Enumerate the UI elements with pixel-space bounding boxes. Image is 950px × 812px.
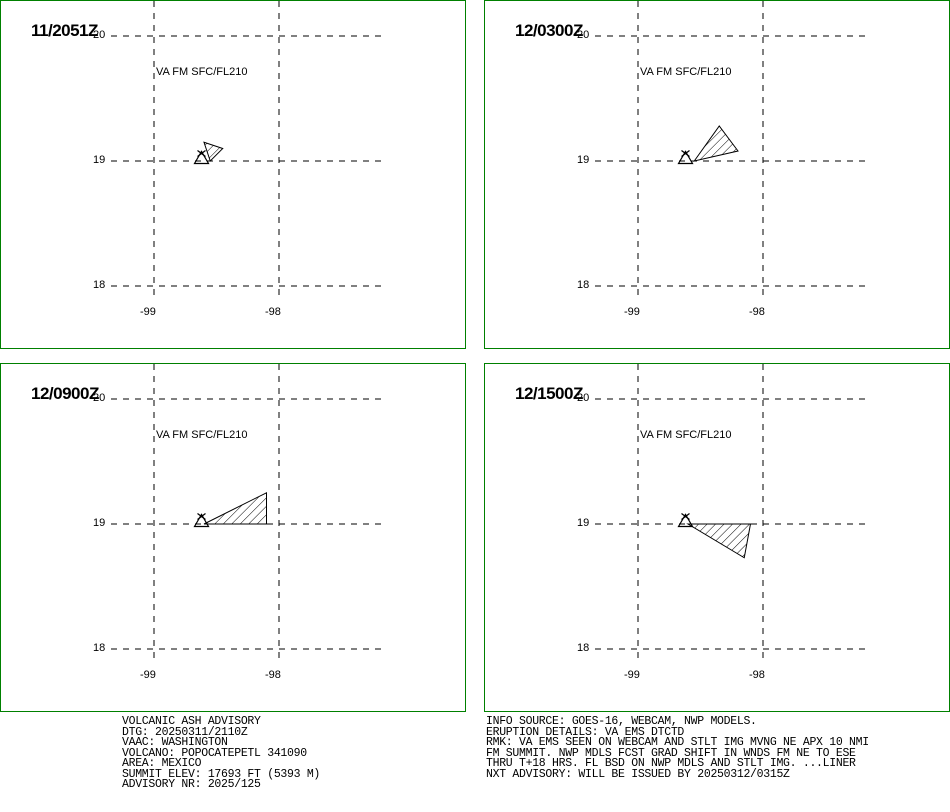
advisory-line: VOLCANO: POPOCATEPETL 341090 bbox=[122, 746, 307, 760]
eruption-mark-icon bbox=[197, 513, 206, 520]
panel-title-3: 12/0900Z bbox=[31, 384, 99, 403]
lat-label-18: 18 bbox=[577, 642, 590, 654]
forecast-panel-2: 12/0300Z VA FM SFC/FL210 20 19 18 -99 -9… bbox=[484, 0, 950, 349]
lat-label-18: 18 bbox=[93, 642, 106, 654]
lon-label-99: -99 bbox=[140, 306, 156, 318]
ash-cloud-polygon bbox=[203, 491, 267, 525]
advisory-line: SUMMIT ELEV: 17693 FT (5393 M) bbox=[122, 767, 321, 781]
advisory-details-block: INFO SOURCE: GOES-16, WEBCAM, NWP MODELS… bbox=[486, 715, 869, 781]
advisory-line: THRU T+18 HRS. FL BSD ON NWP MDLS AND ST… bbox=[486, 757, 856, 770]
eruption-mark-icon bbox=[681, 150, 690, 157]
forecast-panel-4: 12/1500Z VA FM SFC/FL210 20 19 18 -99 -9… bbox=[484, 363, 950, 712]
volcano-icon bbox=[193, 513, 210, 528]
lon-label-99: -99 bbox=[624, 669, 640, 681]
advisory-line: INFO SOURCE: GOES-16, WEBCAM, NWP MODELS… bbox=[486, 715, 757, 728]
ash-cloud-polygon bbox=[203, 141, 224, 162]
eruption-mark-icon bbox=[681, 513, 690, 520]
panel-title-4: 12/1500Z bbox=[515, 384, 583, 403]
forecast-panel-3: 12/0900Z VA FM SFC/FL210 20 19 18 -99 -9… bbox=[0, 363, 466, 712]
advisory-header-block: VOLCANIC ASH ADVISORY DTG: 20250311/2110… bbox=[122, 715, 321, 791]
volcano-icon bbox=[677, 513, 694, 528]
panel-title-1: 11/2051Z bbox=[31, 21, 98, 40]
lat-label-19: 19 bbox=[577, 517, 590, 529]
lat-label-18: 18 bbox=[93, 279, 106, 291]
lon-label-98: -98 bbox=[749, 306, 765, 318]
lon-label-98: -98 bbox=[749, 669, 765, 681]
advisory-line: NXT ADVISORY: WILL BE ISSUED BY 20250312… bbox=[486, 767, 790, 781]
advisory-line: AREA: MEXICO bbox=[122, 757, 202, 770]
lat-label-19: 19 bbox=[93, 517, 106, 529]
advisory-line: FM SUMMIT. NWP MDLS FCST GRAD SHIFT IN W… bbox=[486, 746, 856, 760]
lat-label-20: 20 bbox=[93, 392, 106, 404]
advisory-line: VOLCANIC ASH ADVISORY bbox=[122, 715, 261, 728]
panel-label-4: VA FM SFC/FL210 bbox=[640, 429, 732, 441]
panel-label-2: VA FM SFC/FL210 bbox=[640, 66, 732, 78]
eruption-mark-icon bbox=[197, 150, 206, 157]
lon-label-99: -99 bbox=[624, 306, 640, 318]
lat-label-20: 20 bbox=[577, 392, 590, 404]
lat-label-19: 19 bbox=[577, 154, 590, 166]
ash-cloud-polygon bbox=[686, 523, 752, 559]
map-plot-4 bbox=[595, 364, 870, 664]
lon-label-98: -98 bbox=[265, 306, 281, 318]
panel-title-2: 12/0300Z bbox=[515, 21, 583, 40]
advisory-line: DTG: 20250311/2110Z bbox=[122, 725, 248, 739]
advisory-line: ERUPTION DETAILS: VA EMS DTCTD bbox=[486, 725, 685, 739]
advisory-line: VAAC: WASHINGTON bbox=[122, 736, 228, 749]
map-plot-1 bbox=[111, 1, 386, 301]
map-plot-2 bbox=[595, 1, 870, 301]
map-plot-3 bbox=[111, 364, 386, 664]
forecast-panel-1: 11/2051Z VA FM SFC/FL210 20 19 18 -99 -9… bbox=[0, 0, 466, 349]
lon-label-99: -99 bbox=[140, 669, 156, 681]
volcano-icon bbox=[677, 150, 694, 165]
panel-label-3: VA FM SFC/FL210 bbox=[156, 429, 248, 441]
lat-label-19: 19 bbox=[93, 154, 106, 166]
advisory-line: RMK: VA EMS SEEN ON WEBCAM AND STLT IMG … bbox=[486, 736, 869, 749]
lat-label-20: 20 bbox=[93, 29, 106, 41]
panel-label-1: VA FM SFC/FL210 bbox=[156, 66, 248, 78]
advisory-line: ADVISORY NR: 2025/125 bbox=[122, 778, 261, 791]
ash-cloud-polygon bbox=[693, 125, 739, 162]
lon-label-98: -98 bbox=[265, 669, 281, 681]
volcano-icon bbox=[193, 150, 210, 165]
lat-label-20: 20 bbox=[577, 29, 590, 41]
lat-label-18: 18 bbox=[577, 279, 590, 291]
